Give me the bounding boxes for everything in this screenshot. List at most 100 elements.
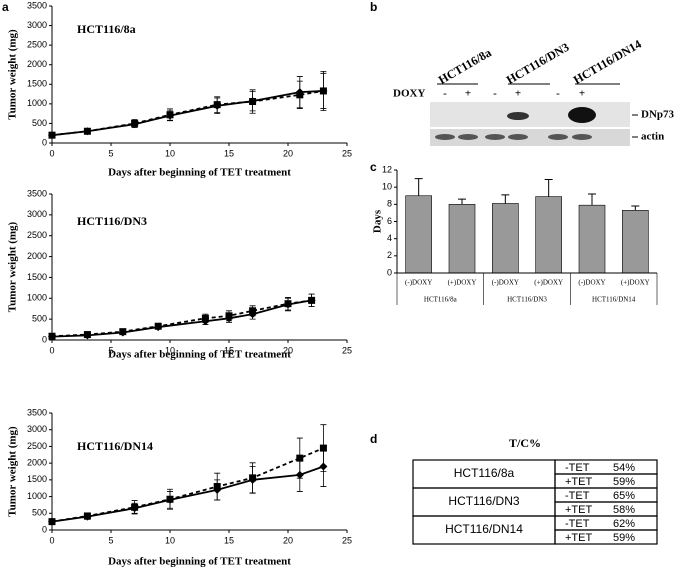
band-label: DNp73 bbox=[641, 109, 675, 121]
tc-value: 58% bbox=[613, 504, 635, 516]
y-axis-label: Tumor weight (mg) bbox=[7, 221, 19, 312]
marker bbox=[154, 322, 162, 330]
lane-sign: - bbox=[493, 88, 497, 100]
table-title: T/C% bbox=[509, 436, 541, 450]
marker bbox=[213, 483, 221, 491]
panel-label: c bbox=[370, 160, 377, 174]
x-axis-label: Days after beginning of TET treatment bbox=[108, 556, 291, 568]
x-tick-label: 20 bbox=[283, 535, 293, 545]
marker bbox=[48, 518, 56, 526]
x-axis-label: Days after beginning of TET treatment bbox=[108, 349, 291, 361]
x-tick-label: (-)DOXY bbox=[405, 279, 432, 287]
x-tick-label: (+)DOXY bbox=[534, 279, 563, 287]
marker bbox=[48, 332, 56, 340]
y-tick-label: 2 bbox=[387, 250, 392, 260]
y-tick-label: 1000 bbox=[27, 293, 47, 303]
marker bbox=[166, 495, 174, 503]
treatment: +TET bbox=[565, 532, 592, 544]
treatment: -TET bbox=[565, 518, 590, 530]
x-tick-label: 5 bbox=[108, 535, 113, 545]
tc-value: 62% bbox=[613, 518, 635, 530]
group-name: HCT116/8a bbox=[454, 466, 515, 480]
lane-sign: + bbox=[515, 88, 521, 100]
y-tick-label: 1500 bbox=[27, 272, 47, 282]
group-label: HCT116/8a bbox=[424, 296, 458, 304]
x-axis-label: Days after beginning of TET treatment bbox=[108, 167, 291, 179]
marker bbox=[296, 91, 304, 99]
lane-sign: + bbox=[465, 88, 471, 100]
y-tick-label: 1000 bbox=[27, 491, 47, 501]
bar bbox=[535, 196, 562, 274]
group-name: HCT116/DN3 bbox=[448, 494, 519, 508]
marker bbox=[131, 503, 139, 511]
y-axis-label: Tumor weight (mg) bbox=[7, 29, 19, 120]
marker bbox=[48, 131, 56, 139]
error-bar bbox=[458, 198, 466, 205]
y-tick-label: 3000 bbox=[27, 209, 47, 219]
marker bbox=[119, 328, 127, 336]
group-label: HCT116/DN14 bbox=[592, 296, 636, 304]
group-label: HCT116/DN3 bbox=[507, 296, 547, 304]
treatment: -TET bbox=[565, 490, 590, 502]
y-tick-label: 3000 bbox=[27, 20, 47, 30]
x-tick-label: 15 bbox=[224, 535, 234, 545]
x-tick-label: 20 bbox=[283, 345, 293, 355]
error-bar bbox=[544, 178, 553, 197]
y-tick-label: 3500 bbox=[27, 188, 47, 198]
tc-value: 59% bbox=[613, 532, 635, 544]
blot-strip bbox=[430, 129, 630, 146]
marker bbox=[249, 307, 257, 315]
y-tick-label: 8 bbox=[387, 199, 392, 209]
x-tick-label: 0 bbox=[49, 535, 54, 545]
x-tick-label: 10 bbox=[165, 535, 175, 545]
y-tick-label: 6 bbox=[387, 216, 392, 226]
marker bbox=[308, 296, 316, 304]
y-tick-label: 0 bbox=[42, 524, 47, 534]
marker bbox=[83, 512, 91, 520]
y-tick-label: 500 bbox=[32, 314, 47, 324]
tc-value: 54% bbox=[613, 462, 635, 474]
table-cell bbox=[554, 529, 658, 545]
y-tick-label: 2500 bbox=[27, 230, 47, 240]
panel-label: b bbox=[370, 0, 377, 14]
y-tick-label: 3500 bbox=[27, 0, 47, 10]
y-axis-label: Tumor weight (mg) bbox=[7, 426, 19, 517]
y-tick-label: 1500 bbox=[27, 474, 47, 484]
y-tick-label: 1500 bbox=[27, 79, 47, 89]
y-tick-label: 0 bbox=[42, 334, 47, 344]
y-tick-label: 2000 bbox=[27, 458, 47, 468]
x-tick-label: 20 bbox=[283, 148, 293, 158]
treatment: -TET bbox=[565, 462, 590, 474]
tc-value: 59% bbox=[613, 476, 635, 488]
x-tick-label: 15 bbox=[224, 345, 234, 355]
x-tick-label: 10 bbox=[165, 148, 175, 158]
marker bbox=[83, 127, 91, 135]
x-tick-label: (+)DOXY bbox=[448, 279, 477, 287]
tc-value: 65% bbox=[613, 490, 635, 502]
series-line bbox=[51, 90, 324, 137]
y-tick-label: 500 bbox=[32, 118, 47, 128]
band-label: actin bbox=[641, 131, 664, 143]
treatment: +TET bbox=[565, 476, 592, 488]
marker bbox=[131, 119, 139, 127]
bar bbox=[448, 204, 476, 274]
y-tick-label: 2500 bbox=[27, 40, 47, 50]
treatment-label: DOXY bbox=[393, 88, 425, 100]
error-bar bbox=[631, 205, 640, 211]
y-tick-label: 500 bbox=[32, 508, 47, 518]
marker bbox=[83, 331, 91, 339]
bar bbox=[492, 203, 519, 274]
y-tick-label: 12 bbox=[382, 164, 392, 174]
y-tick-label: 3500 bbox=[27, 407, 47, 417]
bar bbox=[622, 210, 649, 274]
x-tick-label: (+)DOXY bbox=[621, 279, 650, 287]
panel-label: d bbox=[370, 432, 377, 446]
marker bbox=[319, 87, 327, 95]
y-tick-label: 0 bbox=[387, 267, 392, 277]
series-line bbox=[51, 447, 324, 523]
marker bbox=[213, 101, 221, 109]
x-tick-label: 10 bbox=[165, 345, 175, 355]
bar bbox=[578, 204, 606, 274]
